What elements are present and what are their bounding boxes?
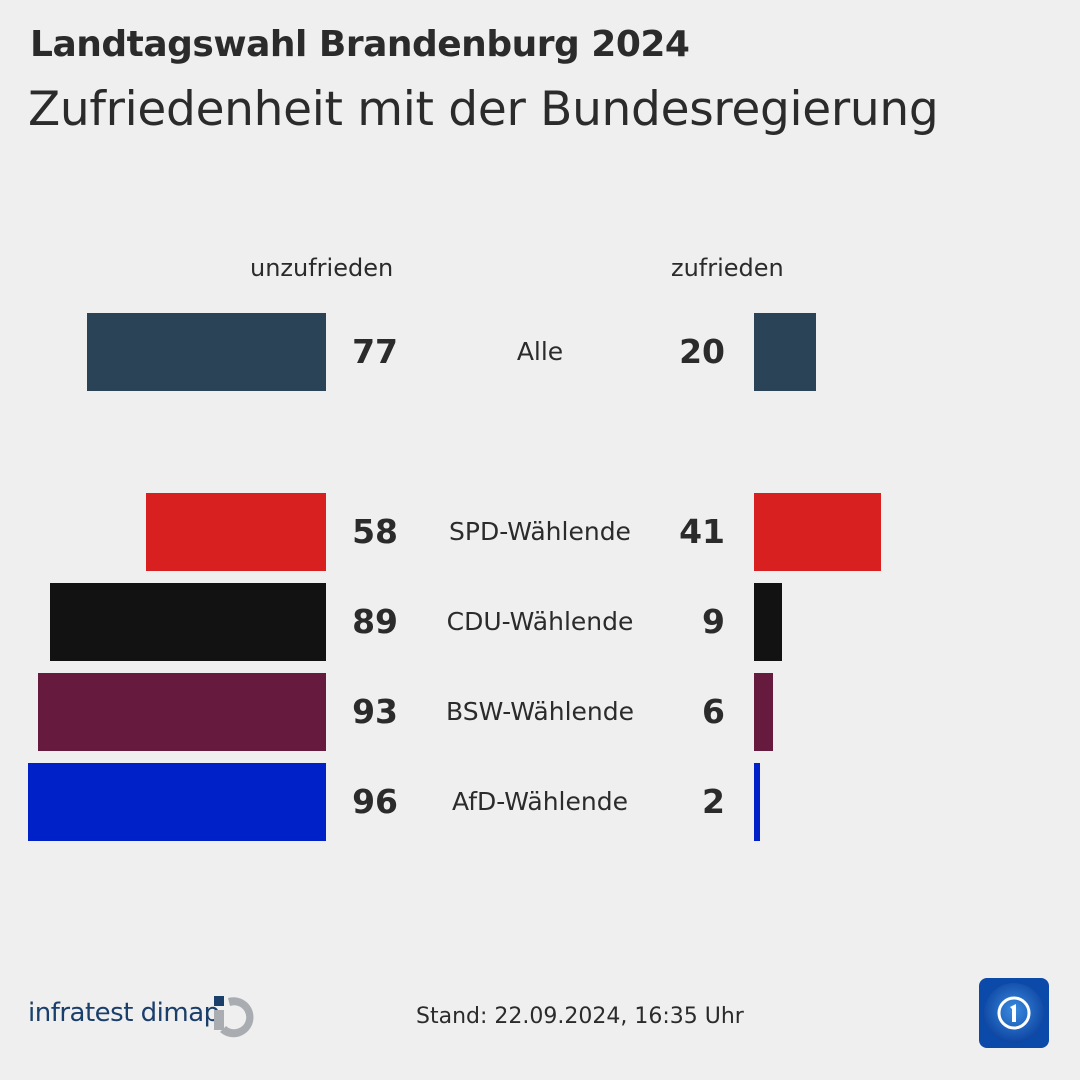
- bar-unzufrieden-bsw-w-hlende: [37, 673, 326, 751]
- bar-unzufrieden-alle: [87, 313, 326, 391]
- chart-title: Landtagswahl Brandenburg 2024: [30, 24, 690, 65]
- value-zufrieden-afd-w-hlende: 2: [702, 782, 725, 821]
- value-unzufrieden-spd-w-hlende: 58: [352, 512, 398, 551]
- stand-timestamp: Stand: 22.09.2024, 16:35 Uhr: [416, 1004, 744, 1029]
- category-label-cdu-w-hlende: CDU-Wählende: [446, 607, 634, 636]
- bar-zufrieden-afd-w-hlende: [754, 763, 761, 841]
- bar-zufrieden-spd-w-hlende: [754, 493, 882, 571]
- infratest-dimap-mark-icon: [214, 996, 254, 1038]
- value-unzufrieden-afd-w-hlende: 96: [352, 782, 398, 821]
- value-zufrieden-cdu-w-hlende: 9: [702, 602, 725, 641]
- value-zufrieden-spd-w-hlende: 41: [679, 512, 725, 551]
- bar-unzufrieden-cdu-w-hlende: [50, 583, 326, 661]
- value-unzufrieden-alle: 77: [352, 332, 398, 371]
- value-unzufrieden-cdu-w-hlende: 89: [352, 602, 398, 641]
- column-header-zufrieden: zufrieden: [671, 254, 784, 282]
- value-zufrieden-bsw-w-hlende: 6: [702, 692, 725, 731]
- bar-zufrieden-bsw-w-hlende: [754, 673, 773, 751]
- infratest-dimap-logo: infratest dimap: [28, 998, 220, 1028]
- bar-unzufrieden-afd-w-hlende: [28, 763, 326, 841]
- bar-zufrieden-alle: [754, 313, 816, 391]
- column-header-unzufrieden: unzufrieden: [250, 254, 394, 282]
- value-unzufrieden-bsw-w-hlende: 93: [352, 692, 398, 731]
- tagesschau-logo-icon: [979, 978, 1049, 1048]
- category-label-spd-w-hlende: SPD-Wählende: [449, 517, 631, 546]
- value-zufrieden-alle: 20: [679, 332, 725, 371]
- chart-subtitle: Zufriedenheit mit der Bundesregierung: [28, 82, 939, 137]
- category-label-bsw-w-hlende: BSW-Wählende: [445, 697, 634, 726]
- category-label-alle: Alle: [516, 337, 564, 366]
- category-label-afd-w-hlende: AfD-Wählende: [452, 787, 628, 816]
- bar-zufrieden-cdu-w-hlende: [754, 583, 782, 661]
- bar-unzufrieden-spd-w-hlende: [146, 493, 326, 571]
- brand-text: infratest dimap: [28, 998, 220, 1028]
